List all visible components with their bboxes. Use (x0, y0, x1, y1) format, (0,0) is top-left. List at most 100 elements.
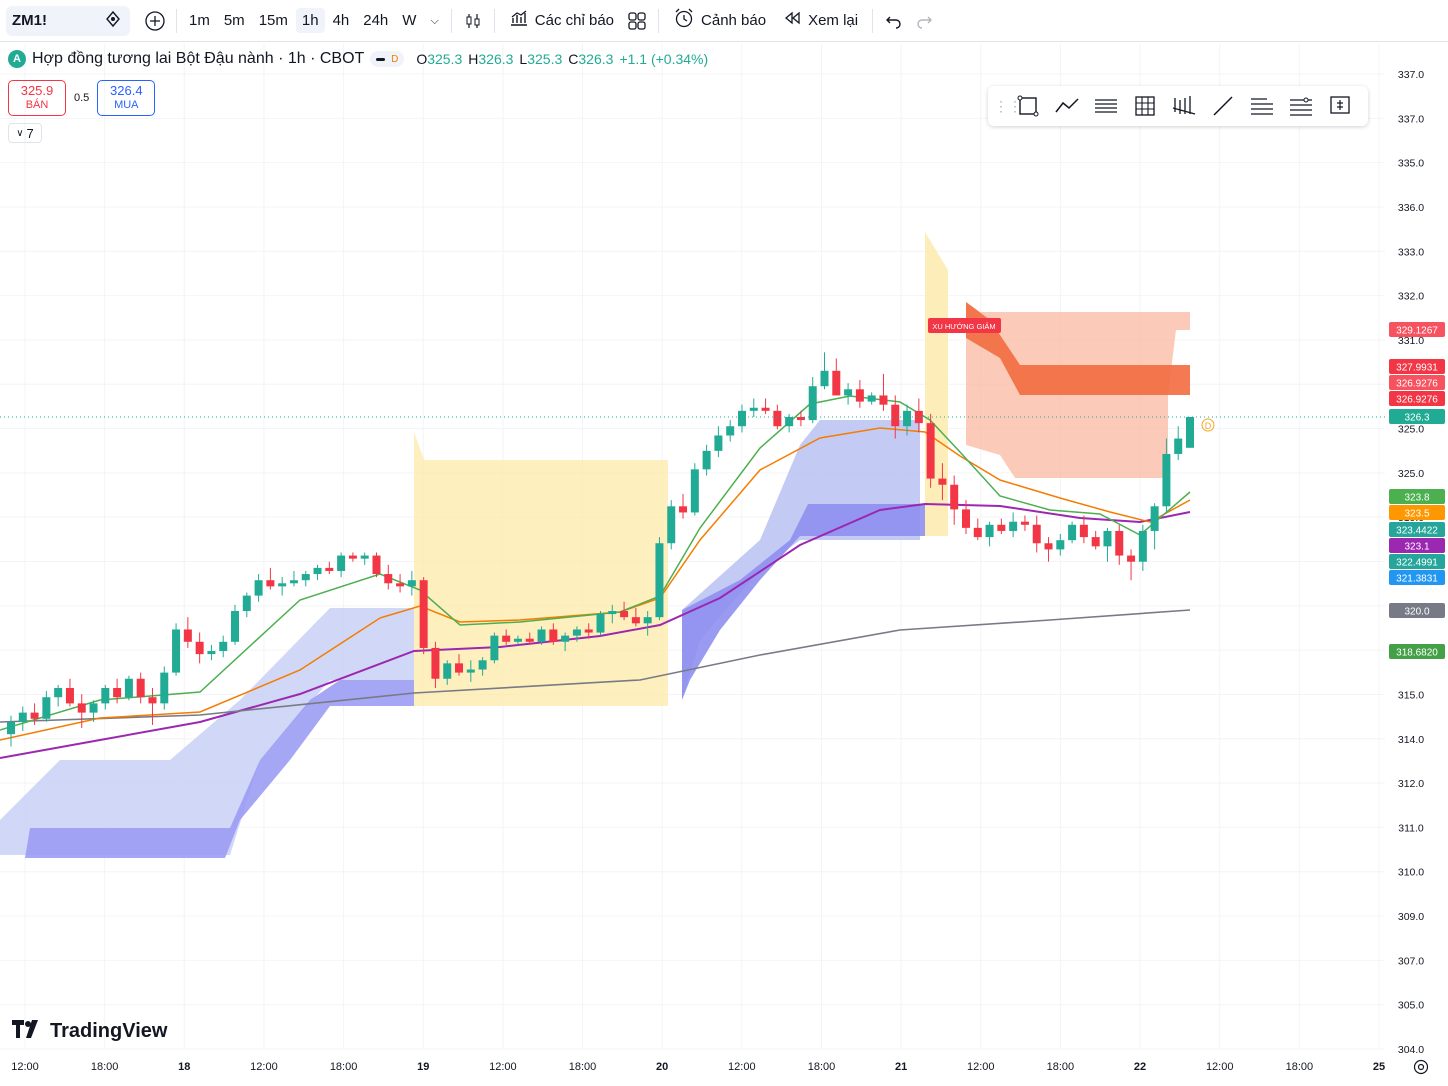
cloud-area (682, 504, 925, 700)
sell-button[interactable]: 325.9 BÁN (8, 80, 66, 116)
candle-body (254, 580, 263, 596)
candle-type-icon[interactable] (458, 6, 488, 36)
candle-body (537, 629, 546, 642)
candle-body (926, 423, 935, 479)
time-axis-label: 22 (1134, 1061, 1146, 1073)
candle-body (1150, 506, 1159, 531)
interval-5m[interactable]: 5m (223, 12, 245, 29)
candle-body (242, 595, 251, 611)
price-tag (1389, 489, 1445, 504)
undo-icon[interactable] (879, 6, 909, 36)
ohlc-values: O325.3 H326.3 L325.3 C326.3 +1.1 (+0.34%… (416, 51, 709, 67)
chevron-down-icon[interactable]: ⌵ (430, 15, 439, 27)
price-axis-label: 314.0 (1398, 734, 1424, 746)
price-tag (1389, 554, 1445, 569)
indicators-button[interactable]: Các chỉ báo (501, 6, 622, 36)
interval-1h[interactable]: 1h (295, 8, 325, 33)
candle-body (1020, 521, 1029, 525)
interval-w[interactable]: W (402, 12, 417, 29)
symbol-title[interactable]: Hợp đồng tương lai Bột Đậu nành · 1h · C… (32, 50, 365, 67)
spread-value: 0.5 (74, 92, 90, 104)
candle-body (1115, 530, 1124, 556)
candle-body (18, 712, 27, 722)
tradingview-logo[interactable]: TradingView (12, 1020, 167, 1043)
candle-body (313, 567, 322, 575)
divider (450, 8, 452, 33)
delayed-badge: D (391, 53, 399, 65)
candle-body (820, 370, 829, 387)
price-tag-label: 320.0 (1404, 607, 1429, 618)
redo-icon[interactable] (909, 6, 939, 36)
time-axis-label: 18:00 (569, 1061, 597, 1073)
candle-body (702, 450, 711, 470)
candle-body (1032, 524, 1041, 544)
price-axis-label: 315.0 (1398, 689, 1424, 701)
compare-symbol-icon[interactable] (140, 6, 170, 36)
close-value: 326.3 (578, 51, 614, 67)
replay-button[interactable]: Xem lại (774, 6, 866, 36)
gear-icon[interactable] (1412, 1058, 1430, 1080)
market-status-pill[interactable]: D (370, 51, 405, 67)
price-tag-label: 323.1 (1404, 542, 1429, 553)
trend-line-icon[interactable] (1205, 90, 1240, 122)
rectangle-tool-icon[interactable] (1010, 90, 1045, 122)
buy-button[interactable]: 326.4 MUA (97, 80, 156, 116)
candle-body (785, 417, 794, 427)
indicators-collapse-button[interactable]: ∨ 7 (8, 123, 42, 143)
polyline-tool-icon[interactable] (1049, 90, 1084, 122)
moving-average-line (0, 427, 1191, 741)
price-tag-label: 323.5 (1404, 509, 1429, 520)
candle-body (879, 395, 888, 405)
price-axis-label: 331.0 (1398, 335, 1424, 347)
fib-extension-icon[interactable] (1283, 90, 1318, 122)
candle-body (1186, 417, 1194, 448)
candle-body (443, 663, 452, 679)
time-axis-label: 18:00 (1047, 1061, 1075, 1073)
price-tag (1389, 391, 1445, 406)
price-range-icon[interactable] (1322, 90, 1357, 122)
candle-body (325, 567, 334, 571)
parallel-channel-icon[interactable] (1088, 90, 1123, 122)
fib-retracement-icon[interactable] (1244, 90, 1279, 122)
price-axis-label: 305.0 (1398, 1000, 1424, 1012)
interval-4h[interactable]: 4h (332, 12, 350, 29)
alerts-button[interactable]: Cảnh báo (665, 6, 774, 36)
price-tag (1389, 409, 1445, 424)
layouts-icon[interactable] (622, 6, 652, 36)
interval-15m[interactable]: 15m (258, 12, 288, 29)
symbol-search[interactable]: ZM1! (6, 5, 130, 36)
candle-body (737, 410, 746, 427)
candle-body (596, 614, 605, 633)
candle-body (7, 721, 15, 735)
grid-tool-icon[interactable] (1127, 90, 1162, 122)
candle-body (195, 641, 204, 655)
interval-24h[interactable]: 24h (363, 12, 389, 29)
candle-body (89, 703, 98, 713)
brand-name: TradingView (50, 1020, 168, 1042)
price-tag-label: 322.4991 (1396, 558, 1438, 569)
candle-body (478, 660, 487, 670)
price-chart[interactable]: XU HƯỚNG GIẢM D 337.0 337.0 335.0 336.0 333.0 3… (0, 44, 1448, 1086)
locate-icon[interactable] (104, 10, 122, 32)
pitchfork-tool-icon[interactable] (1166, 90, 1201, 122)
price-axis-label: 304.0 (1398, 1044, 1424, 1056)
candle-body (867, 395, 876, 402)
candle-body (30, 712, 39, 719)
candle-body (714, 435, 723, 451)
price-axis-label: 337.0 (1398, 69, 1424, 81)
candle-body (455, 663, 464, 673)
candle-body (643, 617, 652, 624)
interval-1m[interactable]: 1m (189, 12, 210, 29)
time-axis-label: 12:00 (489, 1061, 517, 1073)
annotation-label: XU HƯỚNG GIẢM (932, 322, 995, 331)
replay-label: Xem lại (808, 12, 859, 29)
dividend-marker (1201, 418, 1215, 432)
drag-handle-icon[interactable]: ⋮⋮ (994, 97, 1022, 114)
price-tag-label: 327.9931 (1396, 363, 1438, 374)
open-value: 325.3 (427, 51, 463, 67)
drawing-toolbar: ⋮⋮ (988, 86, 1368, 126)
divider (658, 8, 660, 33)
time-axis-label: 20 (656, 1061, 668, 1073)
candle-body (301, 574, 310, 581)
